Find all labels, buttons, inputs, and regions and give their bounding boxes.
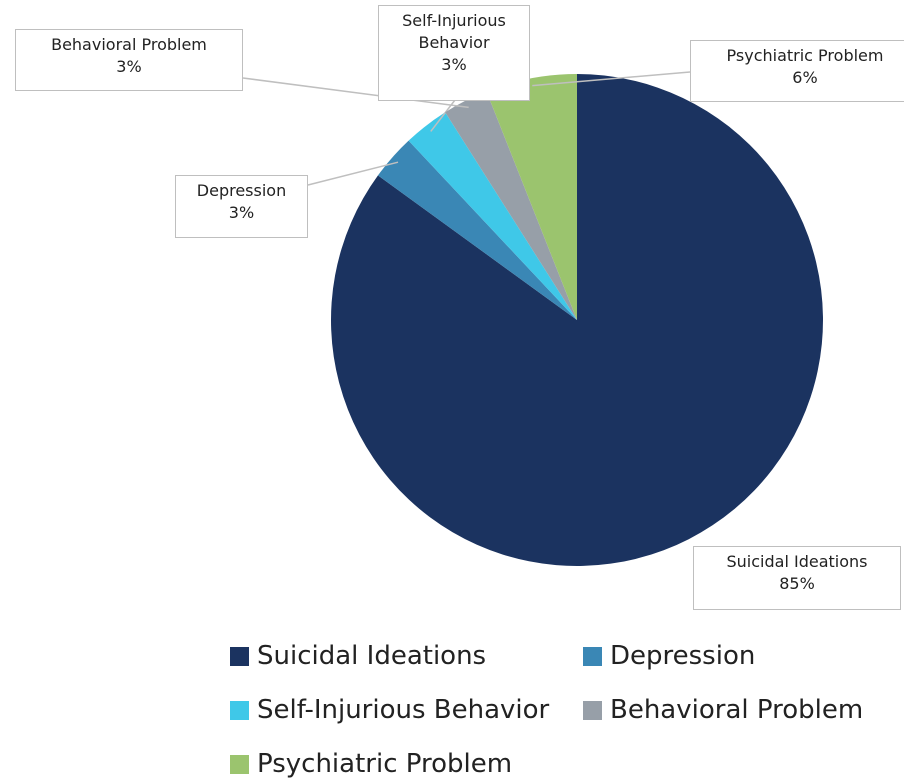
- legend-text: Behavioral Problem: [610, 695, 864, 725]
- data-label-name: Self-Injurious Behavior: [402, 11, 506, 52]
- data-label: Psychiatric Problem 6%: [690, 40, 904, 102]
- data-label-name: Behavioral Problem: [51, 35, 207, 54]
- data-label-value: 3%: [116, 57, 142, 76]
- legend-text: Suicidal Ideations: [257, 641, 487, 671]
- data-label-value: 6%: [792, 68, 818, 87]
- data-label: Behavioral Problem 3%: [15, 29, 243, 91]
- legend-item: Depression: [583, 636, 900, 676]
- data-label: Self-Injurious Behavior 3%: [378, 5, 530, 101]
- legend-swatch: [230, 646, 249, 666]
- data-label-name: Depression: [196, 181, 287, 200]
- pie-slice: [486, 74, 577, 320]
- legend-swatch: [230, 754, 249, 774]
- data-label-value: 3%: [228, 203, 255, 222]
- leader-line: [242, 77, 469, 109]
- data-label: Depression 3%: [175, 175, 308, 238]
- data-label-name: Suicidal Ideations: [726, 552, 868, 571]
- legend-text: Psychiatric Problem: [257, 749, 513, 779]
- legend-text: Self-Injurious Behavior: [257, 695, 550, 725]
- legend-swatch: [230, 700, 249, 720]
- pie-slice: [445, 91, 577, 320]
- legend-swatch: [583, 700, 602, 720]
- leader-line: [307, 161, 399, 186]
- legend-item: Suicidal Ideations: [230, 636, 583, 676]
- legend-item: Psychiatric Problem: [230, 744, 583, 784]
- legend-text: Depression: [610, 641, 756, 671]
- data-label: Suicidal Ideations 85%: [693, 546, 901, 610]
- legend: Suicidal Ideations Depression Self-Injurio…: [230, 636, 900, 784]
- pie-slice: [377, 140, 577, 320]
- data-label-value: 85%: [779, 574, 815, 593]
- legend-item: Behavioral Problem: [583, 690, 900, 730]
- legend-item: Self-Injurious Behavior: [230, 690, 583, 730]
- pie-slice: [408, 112, 577, 320]
- legend-swatch: [583, 646, 602, 666]
- data-label-value: 3%: [441, 55, 467, 74]
- leader-line: [532, 71, 691, 87]
- data-label-name: Psychiatric Problem: [726, 46, 884, 65]
